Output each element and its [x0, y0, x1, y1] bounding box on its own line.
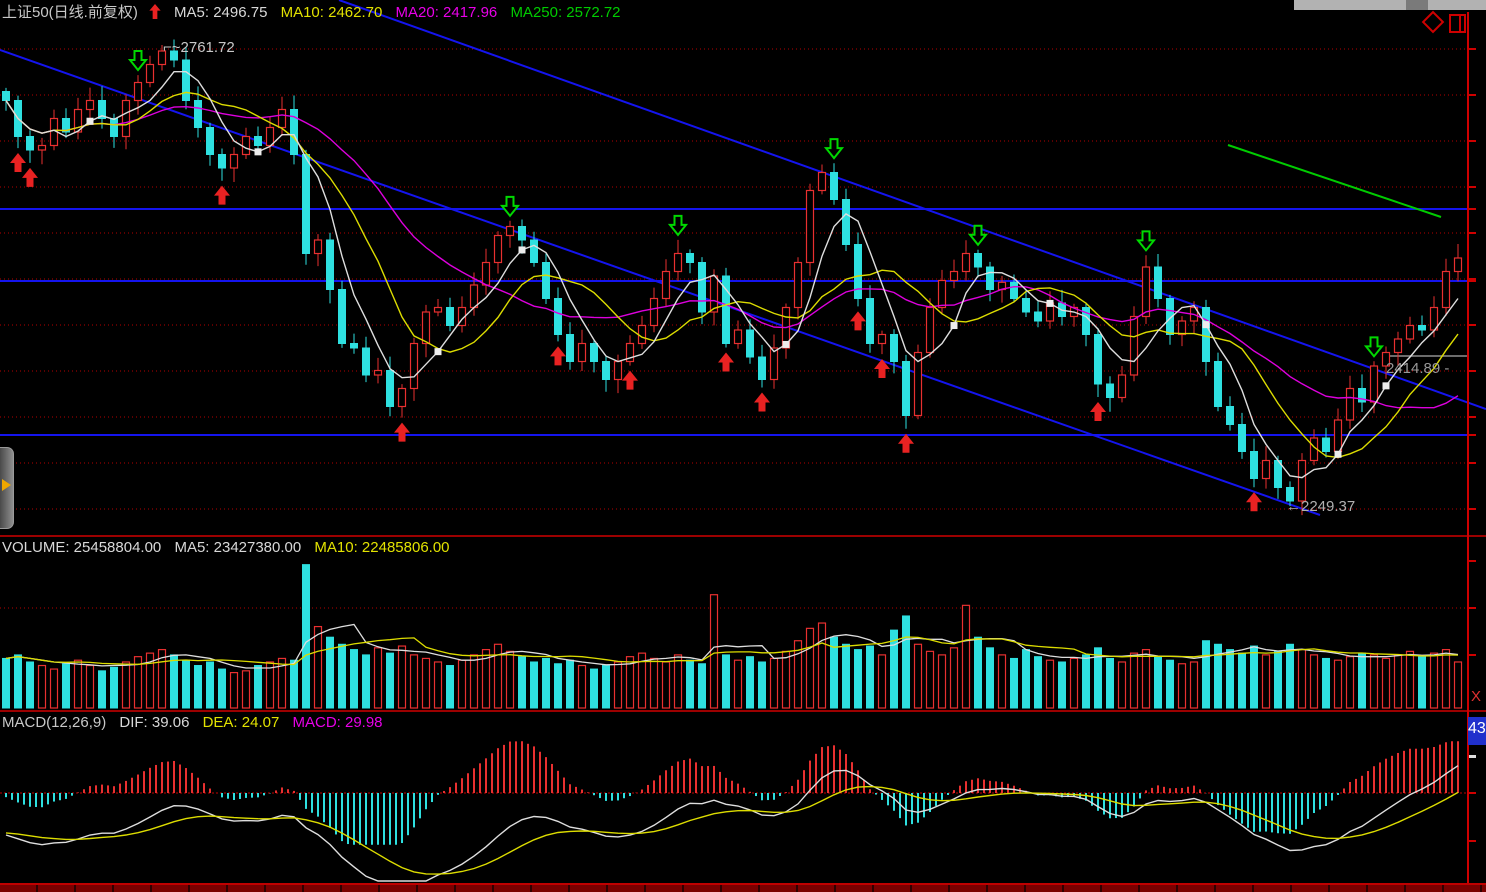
sell-arrow-icon [667, 214, 689, 237]
time-axis-bar[interactable] [0, 883, 1486, 892]
volume-value: VOLUME: 25458804.00 [2, 539, 162, 556]
overlay-badge: 43 [1468, 717, 1486, 745]
buy-arrow-icon [394, 422, 410, 442]
restore-divider [1459, 16, 1461, 31]
volume-ma5-value: MA5: 23427380.00 [174, 539, 302, 556]
dif-line [5, 765, 1459, 882]
right-gutter-dash [1469, 755, 1476, 758]
dea-value: DEA: 24.07 [202, 714, 280, 731]
overlay-x-label: X [1471, 688, 1482, 705]
signal-arrows [10, 50, 1385, 512]
last-price-label: 2414.89 - [1386, 360, 1450, 377]
volume-ma10-value: MA10: 22485806.00 [314, 539, 450, 556]
buy-arrow-icon [718, 352, 734, 372]
pane-borders [0, 12, 1486, 884]
ma5-value: MA5: 2496.75 [174, 4, 268, 21]
buy-arrow-icon [898, 433, 914, 453]
sell-arrow-icon [1135, 230, 1157, 252]
macd-pane-header: MACD(12,26,9) DIF: 39.06 DEA: 24.07 MACD… [2, 714, 392, 731]
sell-arrow-icon [127, 50, 149, 72]
buy-arrow-icon [1246, 492, 1262, 512]
sell-arrow-icon [1363, 336, 1385, 358]
volume-pane-header: VOLUME: 25458804.00 MA5: 23427380.00 MA1… [2, 539, 459, 556]
dif-value: DIF: 39.06 [119, 714, 190, 731]
candles [2, 39, 1463, 516]
ma5-line [5, 70, 1459, 479]
dea-line [5, 785, 1459, 875]
price-pane-header: 上证50(日线.前复权) MA5: 2496.75 MA10: 2462.70 … [2, 1, 630, 23]
volume-ma10-line [5, 636, 1459, 666]
macd-name: MACD(12,26,9) [2, 714, 107, 731]
titlebar-notch [1406, 0, 1428, 10]
buy-arrow-icon [850, 311, 866, 331]
ma10-line [5, 91, 1459, 459]
sell-arrow-icon [499, 195, 521, 218]
buy-arrow-icon [22, 167, 38, 187]
ma10-value: MA10: 2462.70 [280, 4, 383, 21]
low-price-label: ←2249.37 [1286, 498, 1356, 515]
expand-arrow-icon [2, 479, 11, 491]
buy-arrow-icon [550, 346, 566, 366]
ma20-line [5, 100, 1459, 409]
high-price-label: ⌐~2761.72 [163, 39, 235, 56]
restore-window-icon[interactable] [1449, 14, 1466, 33]
ma5-markers [86, 117, 1390, 458]
buy-arrow-icon [214, 185, 230, 205]
sidebar-expand-tab[interactable] [0, 447, 14, 529]
buy-arrow-icon [754, 392, 770, 412]
ma20-value: MA20: 2417.96 [395, 4, 498, 21]
macd-value: MACD: 29.98 [292, 714, 383, 731]
ma250-value: MA250: 2572.72 [510, 4, 621, 21]
ma250-line [1227, 144, 1442, 218]
buy-arrow-icon [622, 370, 638, 390]
sell-arrow-icon [823, 138, 845, 160]
buy-arrow-icon [10, 153, 26, 173]
volume-bars [2, 564, 1463, 709]
buy-arrow-icon [874, 359, 890, 379]
symbol-title: 上证50(日线.前复权) [2, 4, 138, 21]
buy-arrow-icon [1090, 402, 1106, 422]
titlebar-fragment [1294, 0, 1486, 10]
macd-histogram [5, 741, 1459, 845]
up-arrow-icon [149, 4, 161, 23]
trendlines[interactable] [0, 0, 1486, 516]
sell-arrow-icon [967, 224, 989, 247]
